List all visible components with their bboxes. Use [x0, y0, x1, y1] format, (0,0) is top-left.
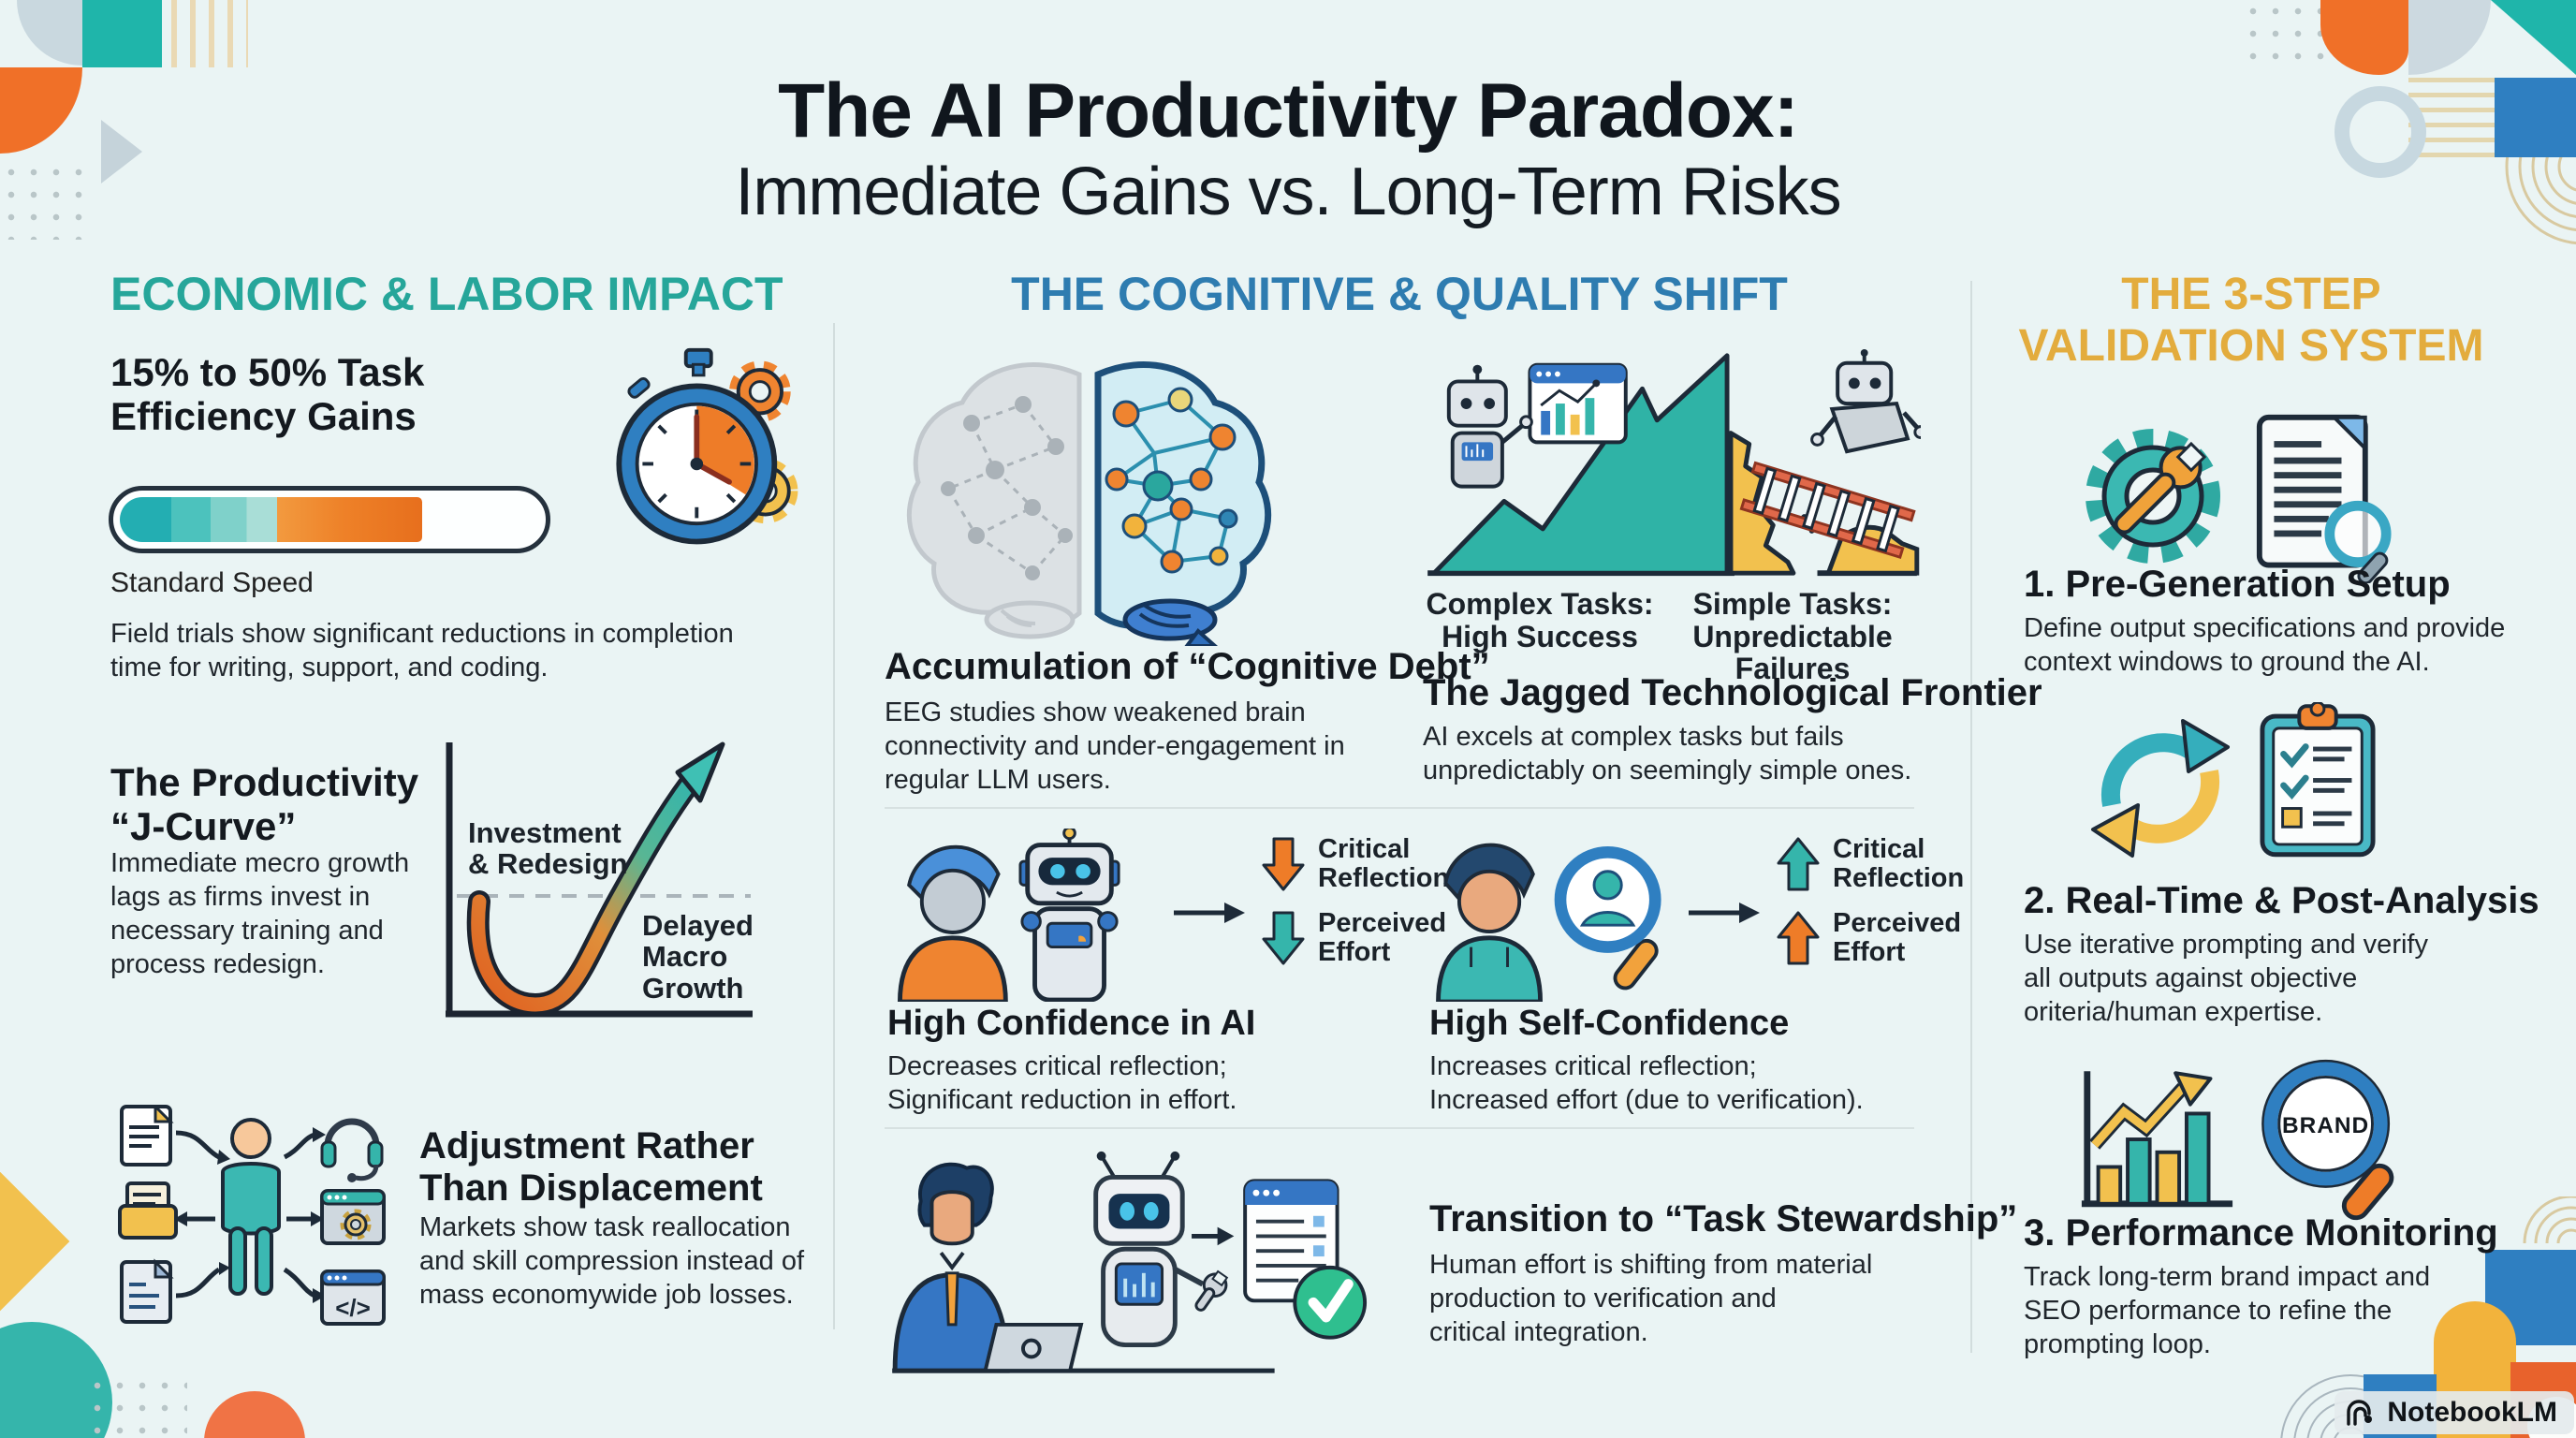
arrow-up-teal-icon [1777, 837, 1820, 891]
svg-text:</>: </> [335, 1294, 371, 1322]
browser-gear-icon [320, 1189, 386, 1245]
stewardship-body: Human effort is shifting from material p… [1429, 1250, 1873, 1347]
high-ai-label2: Perceived Effort [1318, 907, 1447, 967]
debt-title: Accumulation of “Cognitive Debt” [885, 646, 1490, 687]
arrow-right-icon [1689, 902, 1760, 923]
deco-arcs-tr [2505, 157, 2576, 245]
notebooklm-label: NotebookLM [2387, 1397, 2557, 1428]
deco-quarter-gray-tl [17, 0, 82, 66]
deco-diamond-yellow-bl [0, 1169, 70, 1313]
jcurve-label-investment: Investment & Redesign [468, 816, 628, 881]
notebooklm-logo-icon [2347, 1400, 2373, 1426]
deco-triangle-gray-tl [101, 120, 142, 183]
task-reallocation-icon: </> [118, 1105, 386, 1326]
high-self-body: Increases critical reflection; Increased… [1429, 1051, 1864, 1115]
human-robot-pair-icon [897, 829, 1120, 1002]
self-verification-icon [1436, 843, 1661, 1002]
code-window-icon: </> [320, 1269, 386, 1326]
jcurve-title: The Productivity “J-Curve” [110, 760, 419, 849]
arrow-right-icon [1174, 902, 1245, 923]
high-self-title: High Self-Confidence [1429, 1004, 1790, 1043]
svg-text:BRAND: BRAND [2282, 1113, 2369, 1138]
frontier-label-complex: Complex Tasks: High Success [1426, 587, 1654, 653]
high-self-label2: Perceived Effort [1833, 907, 1962, 967]
cognitive-divider-1 [885, 807, 1914, 809]
step2-title: 2. Real-Time & Post-Analysis [2024, 880, 2539, 921]
broken-ladder-icon [1739, 461, 1916, 560]
notebooklm-badge: NotebookLM [2334, 1391, 2574, 1434]
cognitive-divider-2 [885, 1127, 1914, 1129]
frontier-label-simple: Simple Tasks: Unpredictable Failures [1692, 587, 1893, 686]
deco-dots-tr [2242, 0, 2328, 73]
jcurve-label-delayed: Delayed Macro Growth [642, 909, 754, 1005]
high-self-label1: Critical Reflection [1833, 834, 1965, 894]
brand-magnifier-icon: BRAND [2261, 1059, 2394, 1221]
iteration-arrows-icon [2091, 719, 2230, 858]
checklist-clipboard-icon [2260, 702, 2376, 858]
jagged-frontier-icon [1427, 348, 1921, 577]
adjustment-body: Markets show task reallocation and skill… [419, 1212, 805, 1310]
high-ai-label1: Critical Reflection [1318, 834, 1450, 894]
jcurve-body: Immediate mecro growth lags as firms inv… [110, 848, 410, 979]
growth-chart-icon [2081, 1071, 2233, 1208]
high-ai-title: High Confidence in AI [887, 1004, 1256, 1043]
deco-stripes-tl [171, 0, 248, 67]
economic-header: ECONOMIC & LABOR IMPACT [110, 268, 783, 320]
robot-failure-icon [1810, 348, 1921, 454]
deco-triangle-teal-tr [2491, 0, 2576, 75]
efficiency-progress-fill [120, 497, 423, 542]
doc-magnifier-icon [2256, 414, 2392, 583]
cognitive-header: THE COGNITIVE & QUALITY SHIFT [1011, 268, 1788, 320]
progress-bar-label: Standard Speed [110, 567, 314, 598]
step1-title: 1. Pre-Generation Setup [2024, 564, 2451, 605]
deco-circle-orange-bl [204, 1391, 305, 1438]
high-self-arrows: Critical Reflection Perceived Effort [1777, 834, 1965, 967]
deco-quarter-gray-tr [2408, 0, 2491, 75]
arrow-down-orange-icon [1262, 837, 1305, 891]
person-icon [221, 1118, 281, 1296]
deco-arcs-br-top [2523, 1196, 2576, 1243]
gear-wrench-icon [2086, 429, 2220, 564]
deco-square-blue-tr [2495, 78, 2576, 157]
efficiency-progress-bar [109, 486, 550, 553]
step1-body: Define output specifications and provide… [2024, 613, 2506, 677]
robot-success-icon [1446, 362, 1628, 489]
step2-body: Use iterative prompting and verify all o… [2024, 930, 2428, 1027]
efficiency-title: 15% to 50% Task Efficiency Gains [110, 350, 425, 439]
stewardship-title: Transition to “Task Stewardship” [1429, 1198, 2018, 1240]
task-stewardship-icon [892, 1151, 1368, 1373]
deco-dots-tl [0, 161, 86, 240]
frontier-title: The Jagged Technological Frontier [1423, 672, 2042, 713]
step3-body: Track long-term brand impact and SEO per… [2024, 1262, 2431, 1359]
high-ai-arrows: Critical Reflection Perceived Effort [1262, 834, 1450, 967]
headset-icon [320, 1118, 384, 1182]
step3-title: 3. Performance Monitoring [2024, 1212, 2498, 1254]
deco-dots-bl [86, 1374, 187, 1438]
page-subtitle: Immediate Gains vs. Long-Term Risks [735, 154, 1841, 229]
debt-body: EEG studies show weakened brain connecti… [885, 697, 1345, 795]
stopwatch-gears-icon [616, 347, 798, 545]
page-title: The AI Productivity Paradox: [778, 68, 1799, 154]
brain-halves-icon [906, 361, 1272, 646]
high-ai-body: Decreases critical reflection; Significa… [887, 1051, 1237, 1115]
jcurve-chart [446, 741, 753, 1018]
deco-square-teal-tl [82, 0, 162, 67]
validation-header: THE 3-STEP VALIDATION SYSTEM [2018, 270, 2484, 371]
divider-right [1970, 281, 1972, 1353]
deco-half-orange-tr [2320, 0, 2408, 75]
divider-left [833, 323, 835, 1329]
arrow-down-teal-icon [1262, 911, 1305, 965]
frontier-body: AI excels at complex tasks but fails unp… [1423, 722, 1912, 785]
adjustment-title: Adjustment Rather Than Displacement [419, 1125, 763, 1209]
arrow-up-orange-icon [1777, 911, 1820, 965]
efficiency-body: Field trials show significant reductions… [110, 619, 734, 682]
